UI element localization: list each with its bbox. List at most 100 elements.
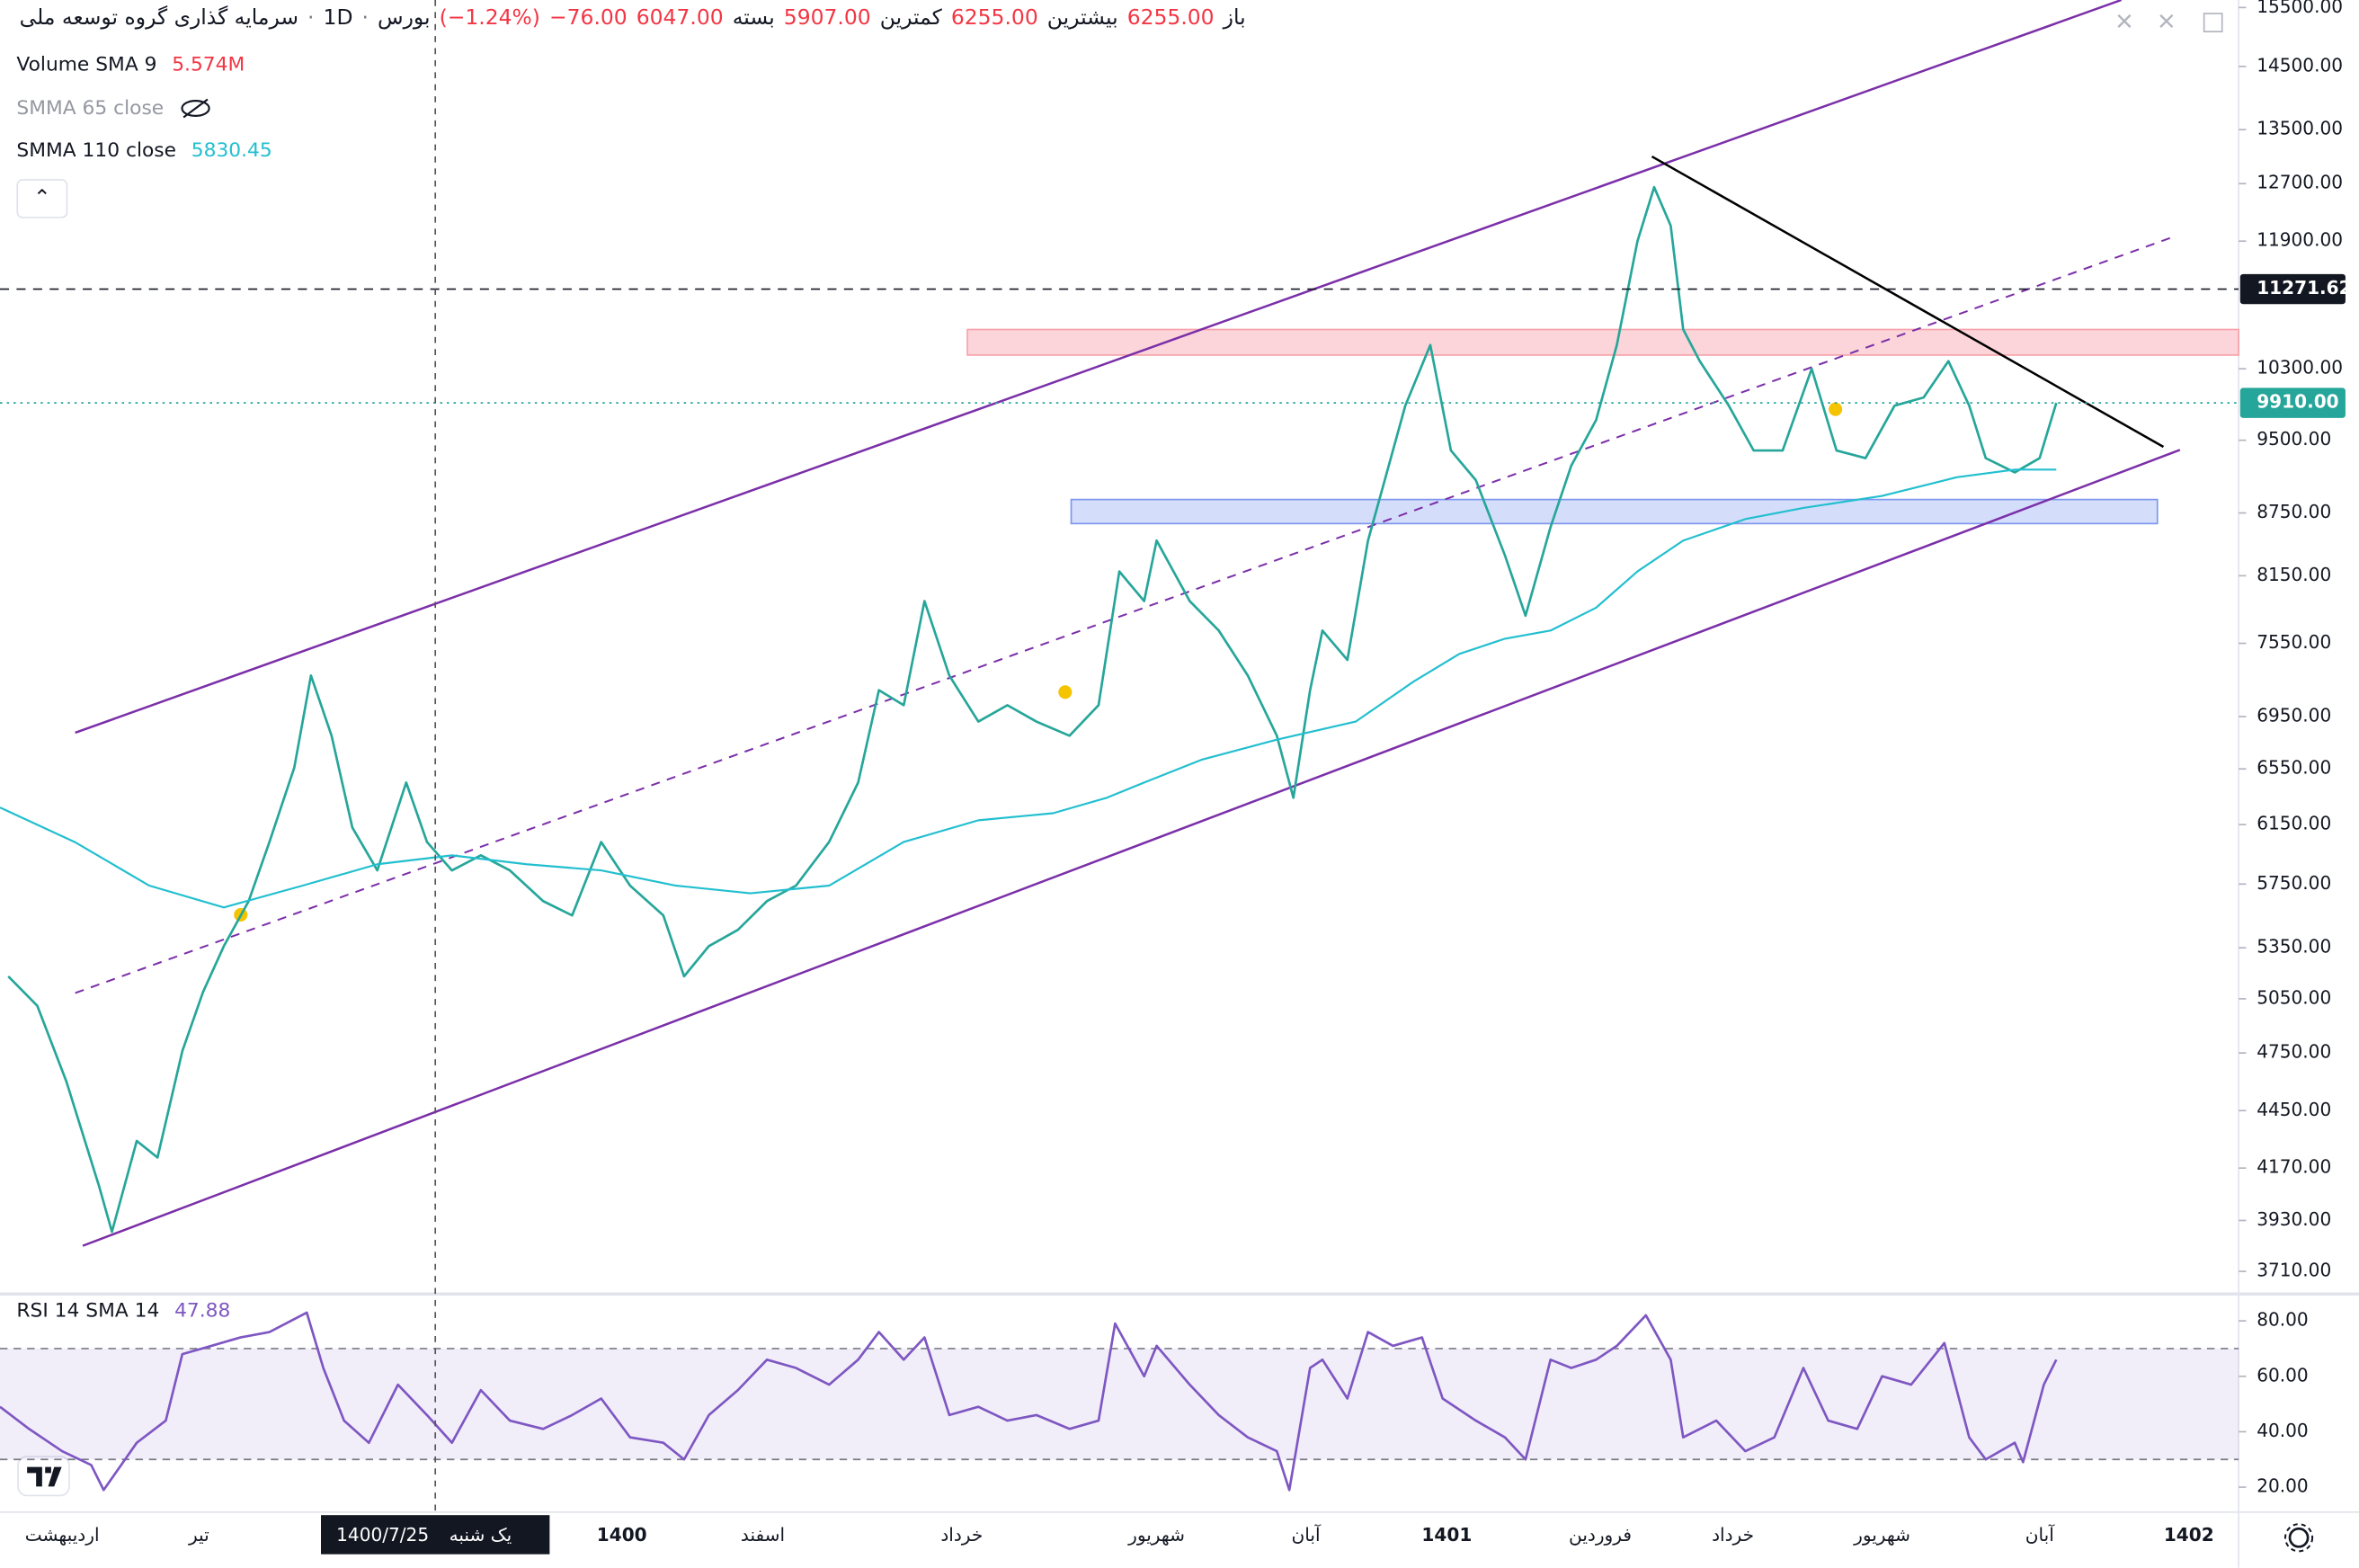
y-tick-label: 8150.00 <box>2257 564 2331 585</box>
top-icons <box>2117 13 2223 32</box>
symbol: سرمایه گذاری گروه توسعه ملی <box>19 5 299 31</box>
series-line <box>0 1311 2058 1492</box>
ohlc-value: 6255.00 <box>1126 5 1215 31</box>
exchange: بورس <box>378 5 431 31</box>
legend-volume[interactable]: Volume SMA 9 5.574M <box>16 54 245 76</box>
marker <box>1058 685 1073 699</box>
legend-smma110[interactable]: SMMA 110 close 5830.45 <box>16 140 272 163</box>
series-line <box>0 468 2057 909</box>
change: −76.00 <box>548 5 628 31</box>
series-line <box>7 185 2058 1234</box>
separator: · <box>361 5 369 31</box>
legend-smma65[interactable]: SMMA 65 close <box>16 96 211 120</box>
crosshair-label-box <box>321 1515 550 1555</box>
x-tick-label: تیر <box>188 1524 209 1546</box>
channel-mid <box>75 236 2172 994</box>
icon <box>2203 13 2223 32</box>
x-tick-label: خرداد <box>1712 1524 1754 1546</box>
x-tick-label: اسفند <box>741 1524 785 1546</box>
y-tick-label: 14500.00 <box>2257 54 2343 76</box>
crosshair-date: 1400/7/25 <box>336 1524 429 1546</box>
gear-teeth[interactable] <box>2283 1523 2314 1553</box>
y-tick-label: 5050.00 <box>2257 986 2331 1008</box>
y-tick-label: 12700.00 <box>2257 172 2343 193</box>
hidden-icon[interactable] <box>179 96 212 120</box>
legend-rsi[interactable]: RSI 14 SMA 14 47.88 <box>16 1300 230 1323</box>
y-tick-label: 4750.00 <box>2257 1041 2331 1063</box>
x-tick-label: خرداد <box>940 1524 983 1546</box>
trend-line <box>1651 155 2165 449</box>
y-tick-label: 4170.00 <box>2257 1156 2331 1178</box>
drawings <box>75 0 2239 1247</box>
ohlc-value: 6255.00 <box>950 5 1038 31</box>
y-tick-label: 20.00 <box>2257 1475 2308 1497</box>
x-tick-label: 1402 <box>2164 1524 2214 1546</box>
x-tick-label: شهریور <box>1127 1524 1185 1546</box>
logo-box <box>17 1456 70 1497</box>
ohlc-value: 6047.00 <box>636 5 724 31</box>
ohlc-name: کمترین <box>879 5 942 31</box>
logo-mark <box>27 1466 62 1487</box>
crosshair-weekday: یک شنبه <box>450 1524 512 1546</box>
price-label-box <box>2239 388 2346 418</box>
x-tick-label: اردیبهشت <box>25 1524 100 1546</box>
legend-value: 47.88 <box>174 1299 231 1323</box>
y-tick-label: 5750.00 <box>2257 872 2331 894</box>
y-tick-label: 3710.00 <box>2257 1260 2331 1281</box>
y-tick-label: 3930.00 <box>2257 1208 2331 1230</box>
y-tick-label: 80.00 <box>2257 1309 2308 1331</box>
legend-name: SMMA 65 close <box>16 96 165 120</box>
legend-value: 5830.45 <box>191 139 272 163</box>
interval: 1D <box>323 5 353 31</box>
ohlc-name: باز <box>1223 5 1246 31</box>
y-tick-label: 10300.00 <box>2257 357 2343 379</box>
y-tick-label: 6950.00 <box>2257 704 2331 726</box>
x-tick-label: شهریور <box>1853 1524 1910 1546</box>
separator: · <box>307 5 315 31</box>
price-label: 11271.62 <box>2257 277 2351 298</box>
icon <box>2117 13 2174 28</box>
y-tick-label: 7550.00 <box>2257 631 2331 653</box>
channel-upper <box>75 0 2123 735</box>
header: باز 6255.00 بیشترین 6255.00 کمترین 5907.00 … <box>15 6 1246 31</box>
y-tick-label: 5350.00 <box>2257 936 2331 958</box>
collapse-button[interactable]: ⌃ <box>16 179 68 218</box>
x-tick-label: آبان <box>2025 1523 2055 1546</box>
settings-icon[interactable] <box>2283 1523 2314 1553</box>
legend-name: Volume SMA 9 <box>16 54 157 77</box>
ohlc-value: 5907.00 <box>783 5 871 31</box>
legend-value: 5.574M <box>172 54 245 77</box>
legend-name: RSI 14 SMA 14 <box>16 1299 160 1323</box>
x-tick-label: آبان <box>1292 1523 1322 1546</box>
price-label-box <box>2239 273 2346 305</box>
x-tick-label: فروردین <box>1569 1524 1632 1546</box>
tv-logo <box>17 1456 70 1497</box>
rsi-band <box>0 1348 2239 1460</box>
channel-lower <box>82 449 2181 1247</box>
price-label: 9910.00 <box>2257 391 2338 413</box>
y-tick-label: 11900.00 <box>2257 229 2343 251</box>
ohlc-name: بیشترین <box>1046 5 1118 31</box>
x-tick-label: 1400 <box>597 1524 647 1546</box>
resistance-zone <box>966 328 2239 356</box>
support-zone <box>1070 498 2159 525</box>
change-pct: (−1.24%) <box>439 5 540 31</box>
y-tick-label: 60.00 <box>2257 1364 2308 1385</box>
eye <box>181 100 210 117</box>
ohlc-name: بسته <box>732 5 775 31</box>
y-tick-label: 15500.00 <box>2257 0 2343 17</box>
y-tick-label: 13500.00 <box>2257 118 2343 139</box>
gear[interactable] <box>2288 1527 2310 1548</box>
y-tick-label: 4450.00 <box>2257 1099 2331 1120</box>
x-tick-label: 1401 <box>1421 1524 1472 1546</box>
y-tick-label: 8750.00 <box>2257 501 2331 522</box>
y-tick-label: 9500.00 <box>2257 428 2331 450</box>
y-tick-label: 6550.00 <box>2257 757 2331 779</box>
slash <box>182 98 209 119</box>
y-tick-label: 6150.00 <box>2257 813 2331 834</box>
